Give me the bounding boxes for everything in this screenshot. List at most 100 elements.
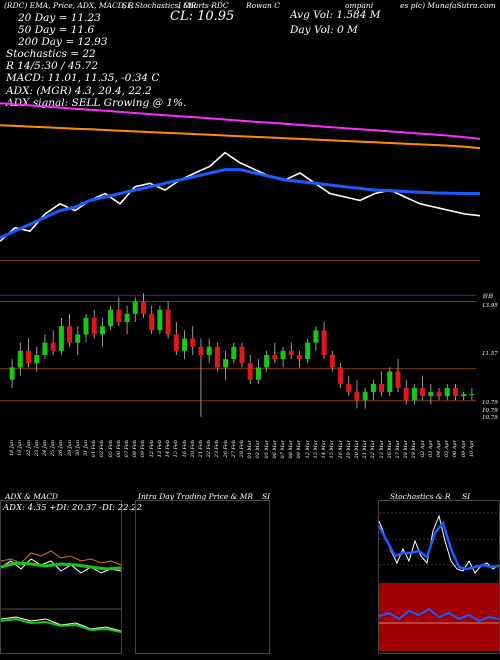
candle-body [157, 309, 163, 331]
candle-body [403, 387, 409, 401]
ema-line-0 [0, 151, 481, 242]
adx-minus-di-line [0, 558, 122, 574]
close-price: CL: 10.95 [170, 9, 235, 24]
date-tick-label: 07 Feb [124, 440, 131, 458]
date-tick-label: 12 Feb [148, 440, 155, 458]
intraday-title: Intra Day Trading Price & MR [138, 492, 254, 501]
header-title-6: es plc) MunafaSutra.com [400, 1, 496, 10]
date-tick-label: 02 Apr [419, 440, 426, 458]
candle-body [26, 350, 32, 364]
date-tick-label: 08 Mar [288, 440, 295, 459]
intraday-si-title: SI [262, 492, 271, 501]
date-tick-label: 28 Mar [403, 440, 410, 459]
date-tick-label: 05 Mar [263, 440, 270, 459]
ema-magenta-line [0, 102, 481, 140]
date-tick-label: 23 Mar [378, 440, 385, 459]
candle-body [346, 383, 352, 393]
candle-body [255, 367, 261, 380]
date-tick-label: 26 Jan [58, 440, 65, 457]
date-tick-label: 23 Feb [214, 440, 221, 458]
date-tick-label: 21 Mar [362, 440, 369, 459]
ema-line-1 [0, 168, 480, 240]
candle-body [182, 338, 188, 351]
date-tick-label: 27 Feb [230, 440, 237, 458]
candle-body [50, 342, 56, 351]
candle-body [239, 346, 245, 364]
candle-body [362, 392, 368, 401]
price-axis-label: 10.79 [482, 408, 498, 414]
candle-body [116, 309, 122, 323]
candle-body [17, 350, 23, 368]
date-tick-label: 09 Apr [460, 440, 467, 458]
date-tick-label: 16 Feb [181, 440, 188, 458]
candle-body [452, 387, 458, 397]
date-tick-label: 23 Jan [33, 440, 40, 457]
candle-body [140, 301, 146, 314]
rsi-label: R 14/5:30 / 45.72 [6, 60, 98, 72]
candle-body [379, 383, 385, 393]
date-tick-label: 05 Apr [444, 440, 451, 458]
stoch-panel [377, 500, 500, 654]
date-tick-label: 01 Mar [247, 440, 254, 459]
date-tick-label: 19 Mar [345, 440, 352, 459]
ema-panel-divider [0, 260, 480, 261]
date-tick-label: 25 Jan [50, 440, 57, 457]
intraday-panel [135, 500, 270, 654]
price-chart [0, 293, 476, 417]
date-tick-label: 02 Mar [255, 440, 262, 459]
candle-body [354, 392, 360, 401]
candle-body [387, 371, 393, 393]
candle-body [173, 334, 179, 351]
price-axis-label-top: 日日 [482, 294, 494, 300]
header-title-5: ompani [345, 1, 374, 10]
adx-line [0, 561, 122, 571]
candle-body [411, 387, 417, 401]
candle-body [321, 330, 327, 355]
date-tick-label: 06 Apr [452, 440, 459, 458]
candle-body [198, 346, 204, 355]
price-axis-label: 10.79 [482, 415, 498, 421]
adx-label: ADX: (MGR) 4.3, 20.4, 22.2 [6, 85, 152, 97]
date-tick-label: 06 Feb [115, 440, 122, 458]
date-tick-label: 21 Feb [197, 440, 204, 458]
date-tick-label: 13 Mar [312, 440, 319, 459]
date-tick-label: 01 Feb [91, 440, 98, 458]
date-tick-label: 14 Mar [321, 440, 328, 459]
candle-body [428, 392, 434, 397]
price-axis-label: 11.57 [482, 351, 498, 357]
date-tick-label: 29 Jan [66, 440, 73, 457]
date-tick-label: 13 Feb [156, 440, 163, 458]
date-tick-label: 10 Apr [468, 440, 475, 458]
candle-body [99, 326, 105, 335]
candle-body [247, 363, 253, 380]
candle-body [420, 387, 426, 397]
adx-macd-title: ADX & MACD [5, 492, 59, 501]
date-tick-label: 29 Mar [411, 440, 418, 459]
ema200-label: 200 Day = 12.93 [18, 36, 108, 48]
date-tick-label: 22 Feb [206, 440, 213, 458]
candle-body [190, 338, 196, 347]
adx-macd-panel: ADX: 4.35 +DI: 20.37 -DI: 22.22 [0, 500, 142, 654]
candle-body [75, 334, 81, 343]
date-tick-label: 12 Mar [304, 440, 311, 459]
ema-chart [0, 102, 481, 242]
date-tick-label: 24 Jan [41, 440, 48, 457]
date-tick-label: 08 Feb [132, 440, 139, 458]
candle-body [58, 326, 64, 351]
day-volume: Day Vol: 0 M [290, 24, 358, 36]
stoch-k-line [378, 514, 500, 574]
candle-body [370, 383, 376, 393]
date-tick-label: 07 Mar [280, 440, 287, 459]
stoch-chart [377, 512, 500, 651]
candle-body [280, 350, 286, 360]
candle-body [149, 313, 155, 331]
price-axis-label: 10.79 [482, 400, 498, 406]
candle-body [42, 342, 48, 355]
candle-body [461, 394, 467, 397]
header-title-1: (RDC) EMA, Price, ADX, MACD, R [4, 1, 134, 10]
date-tick-label: 16 Mar [337, 440, 344, 459]
date-tick-label: 20 Feb [189, 440, 196, 458]
adx-chart [0, 550, 122, 633]
date-tick-label: 27 Mar [395, 440, 401, 459]
candle-body [264, 355, 270, 368]
